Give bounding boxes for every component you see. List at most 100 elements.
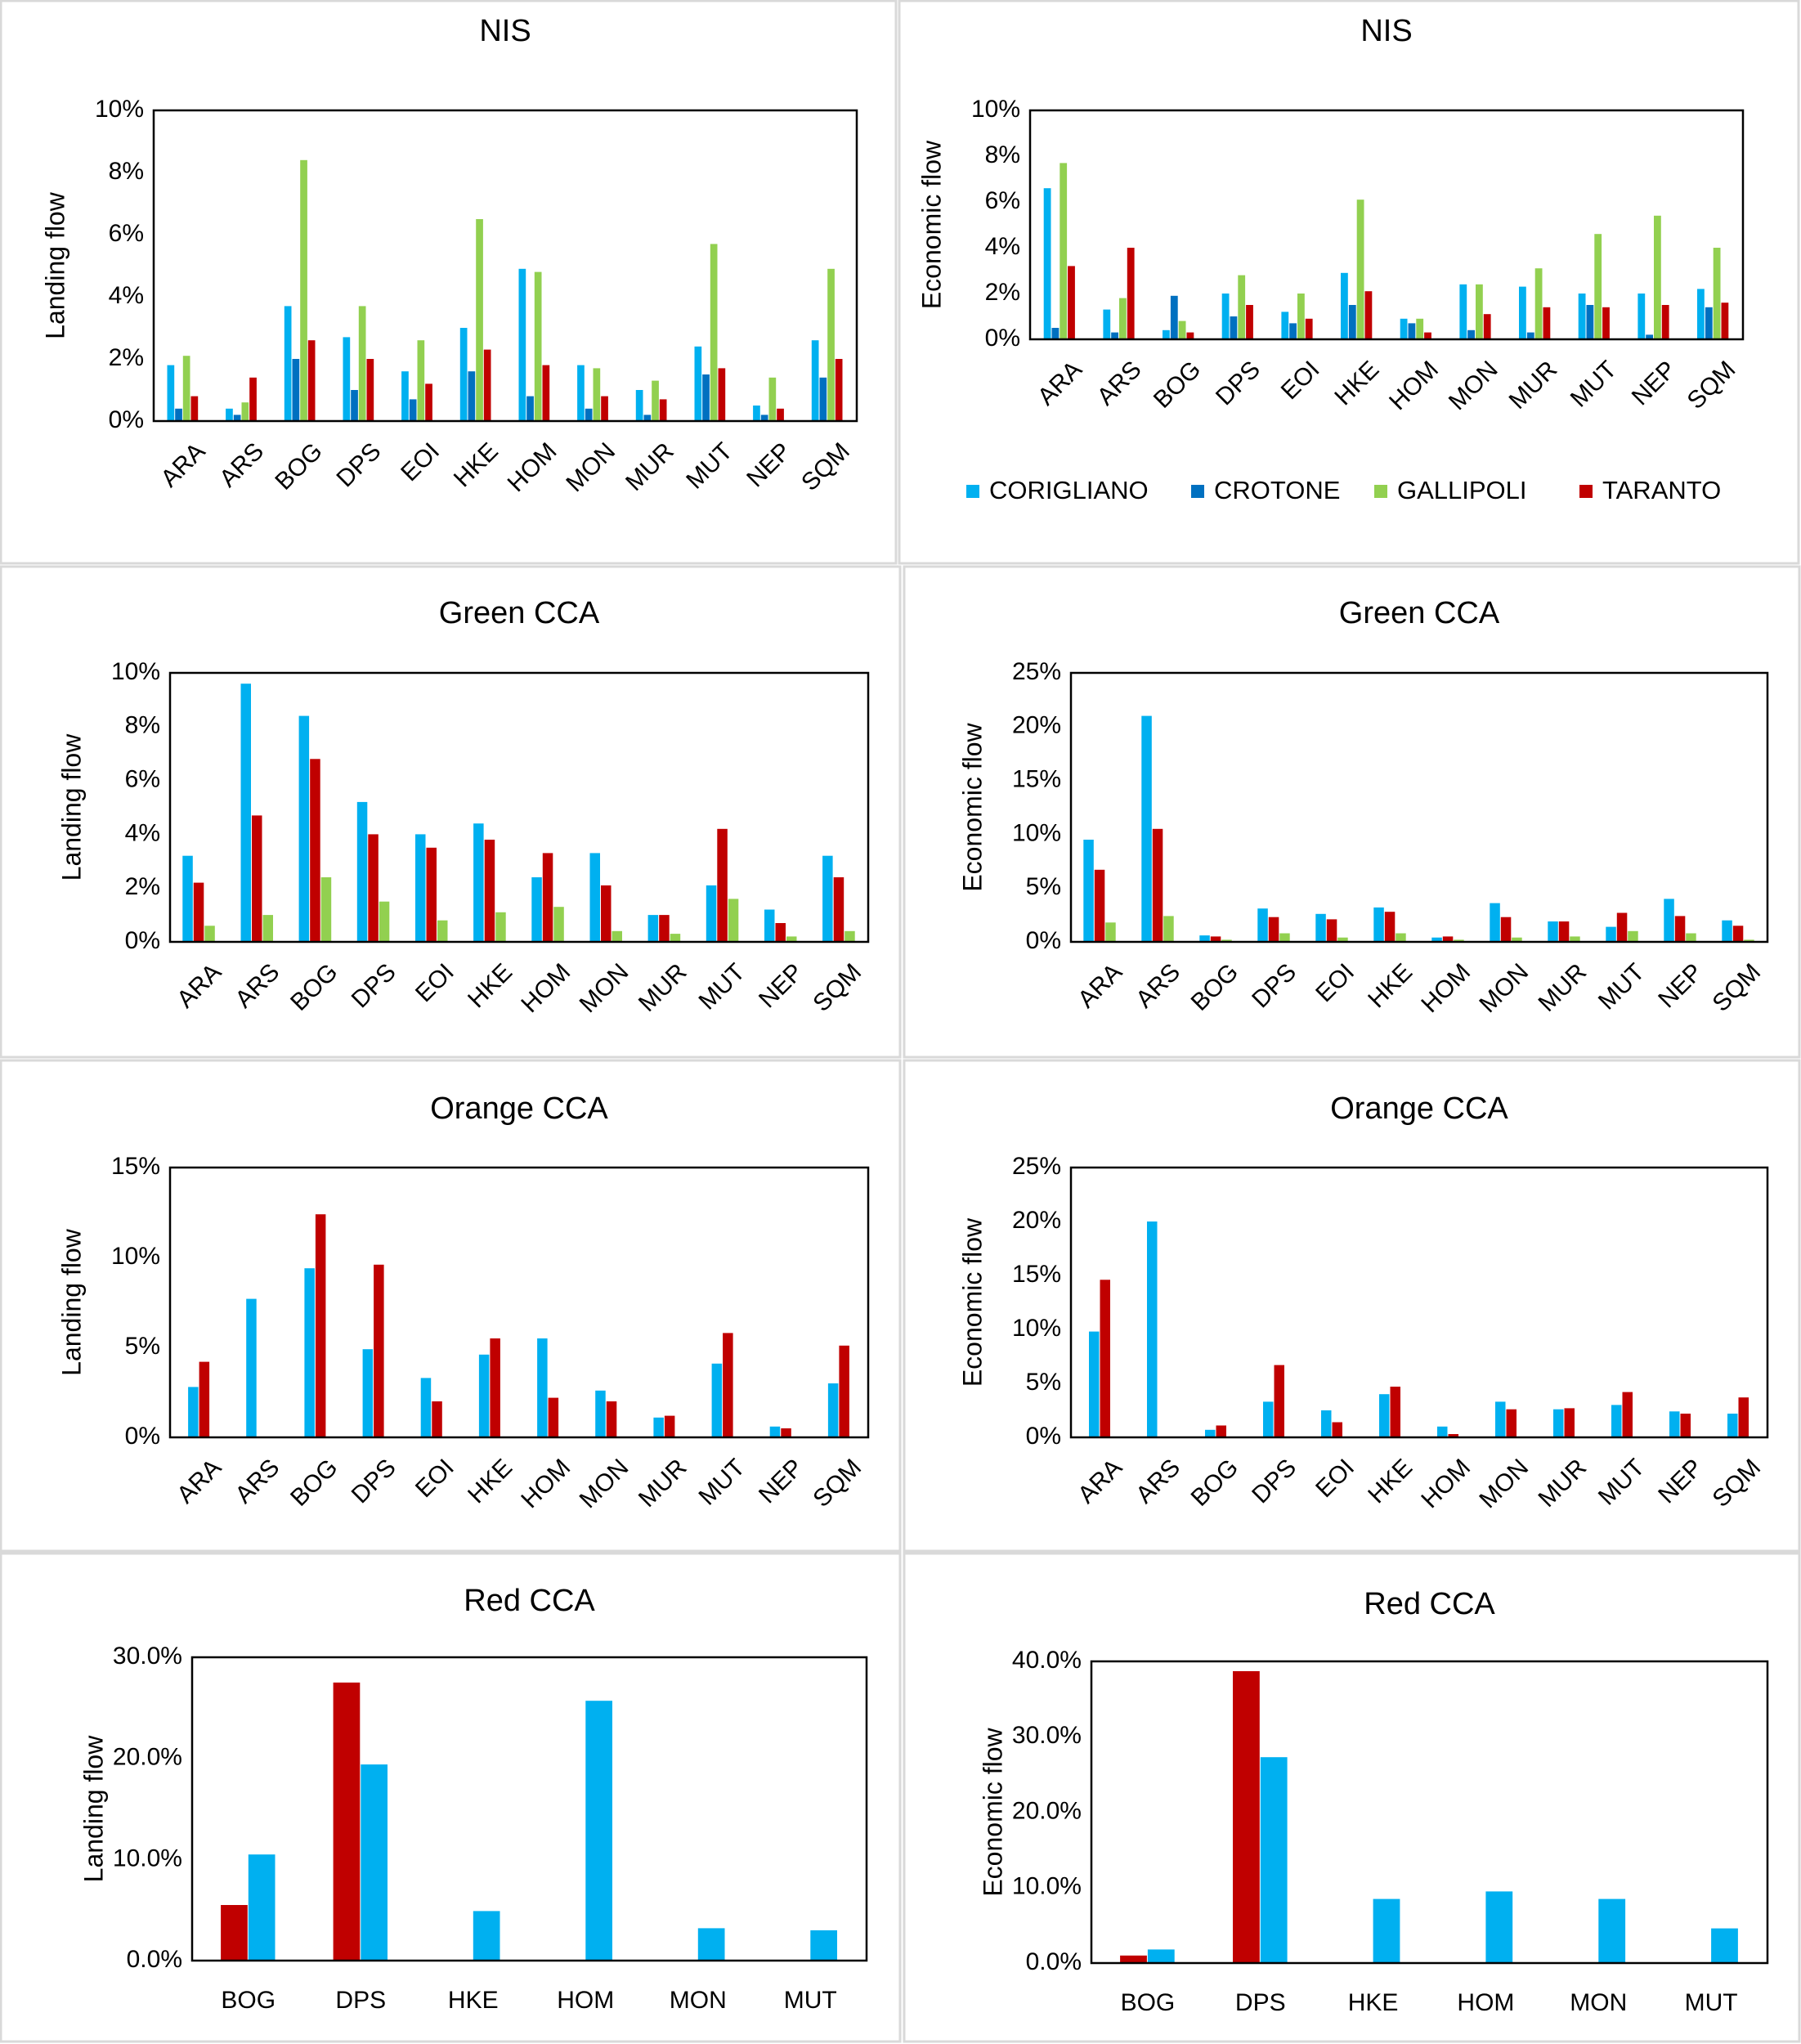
bar — [1332, 1422, 1342, 1437]
bar — [1622, 1392, 1633, 1437]
bar — [1661, 305, 1669, 339]
bar — [167, 365, 175, 421]
bar — [542, 365, 550, 421]
panel-frame — [0, 1059, 902, 1553]
y-axis-label: Landing flow — [56, 1228, 86, 1376]
bar — [1230, 316, 1238, 339]
legend-item: TARANTO — [1579, 476, 1721, 504]
bar — [1356, 199, 1364, 339]
bar — [1448, 1434, 1458, 1437]
bar — [361, 1764, 388, 1961]
y-axis-label: Landing flow — [56, 733, 86, 881]
bar — [1341, 272, 1348, 339]
bar — [304, 1268, 315, 1437]
bar — [612, 930, 622, 942]
y-tick-label: 20% — [1012, 1207, 1061, 1234]
bar — [1068, 266, 1075, 339]
bar — [775, 923, 786, 942]
bar — [653, 1417, 664, 1437]
bar — [315, 1214, 326, 1437]
bar — [601, 396, 608, 421]
bar — [1400, 318, 1408, 339]
bar — [1260, 1757, 1288, 1963]
bar — [1680, 1414, 1691, 1437]
y-tick-label: 10.0% — [1012, 1873, 1082, 1900]
bar — [1721, 303, 1729, 339]
y-tick-label: 5% — [1026, 1369, 1061, 1396]
bar — [1274, 1365, 1284, 1437]
bar — [437, 920, 448, 942]
y-tick-label: 8% — [985, 141, 1020, 168]
bar — [1526, 332, 1534, 339]
bar — [1722, 920, 1732, 942]
bar — [483, 349, 491, 421]
bar — [415, 834, 426, 942]
bar — [1373, 1898, 1400, 1963]
x-tick-label: HOM — [557, 1987, 614, 2014]
bar — [1163, 916, 1174, 942]
panel-frame — [0, 565, 902, 1059]
bar — [300, 159, 307, 422]
bar — [827, 1383, 839, 1437]
bar — [310, 759, 320, 942]
bar — [844, 930, 855, 942]
bar — [1326, 919, 1337, 942]
panel-frame — [903, 1059, 1801, 1553]
bar — [1089, 1331, 1100, 1437]
bar — [1646, 334, 1653, 339]
y-tick-label: 2% — [985, 279, 1020, 306]
bar — [723, 1333, 733, 1437]
y-tick-label: 4% — [109, 282, 144, 309]
bar — [193, 882, 204, 942]
bar — [478, 1354, 490, 1437]
bar — [819, 377, 827, 421]
bar — [728, 899, 739, 942]
bar — [459, 328, 468, 421]
y-tick-label: 6% — [109, 220, 144, 247]
bar — [432, 1401, 442, 1437]
y-tick-label: 2% — [125, 873, 160, 900]
bar — [1205, 1429, 1216, 1437]
bar — [1483, 314, 1491, 339]
chart-panel-8: Red CCA Economic flow 0.0% 10.0% 20.0% 30.0% 4… — [903, 1552, 1801, 2043]
bar — [1384, 912, 1396, 942]
bar — [484, 840, 495, 942]
bar — [526, 396, 534, 421]
bar — [298, 715, 310, 942]
legend-item: GALLIPOLI — [1374, 476, 1527, 504]
bar — [534, 271, 542, 421]
bar — [833, 877, 844, 942]
bar — [711, 1363, 723, 1437]
bar — [518, 268, 526, 421]
bar — [1060, 163, 1068, 339]
bar — [473, 1911, 500, 1961]
bar — [1163, 329, 1170, 339]
bar — [589, 853, 600, 942]
bar — [1519, 286, 1526, 339]
bar — [1238, 275, 1246, 339]
legend-swatch — [966, 485, 979, 498]
bar — [401, 371, 409, 421]
plot-area — [168, 671, 870, 944]
bar — [246, 1298, 257, 1437]
bar — [175, 408, 182, 421]
bar — [659, 399, 667, 421]
bar — [1594, 234, 1602, 339]
bar — [1257, 908, 1268, 942]
legend-label: CORIGLIANO — [989, 476, 1149, 504]
y-tick-label: 0% — [1026, 927, 1061, 954]
y-tick-label: 15% — [1012, 1261, 1061, 1288]
chart-title: Red CCA — [464, 1584, 595, 1618]
bar — [1534, 268, 1543, 339]
bar — [1705, 307, 1713, 339]
plot-area — [152, 109, 858, 423]
y-tick-label: 10% — [971, 96, 1020, 123]
bar — [1669, 1411, 1680, 1437]
bar — [595, 1390, 606, 1437]
bar — [1467, 329, 1475, 339]
bar — [1105, 922, 1116, 942]
bar — [601, 885, 612, 942]
bar — [1279, 933, 1290, 942]
